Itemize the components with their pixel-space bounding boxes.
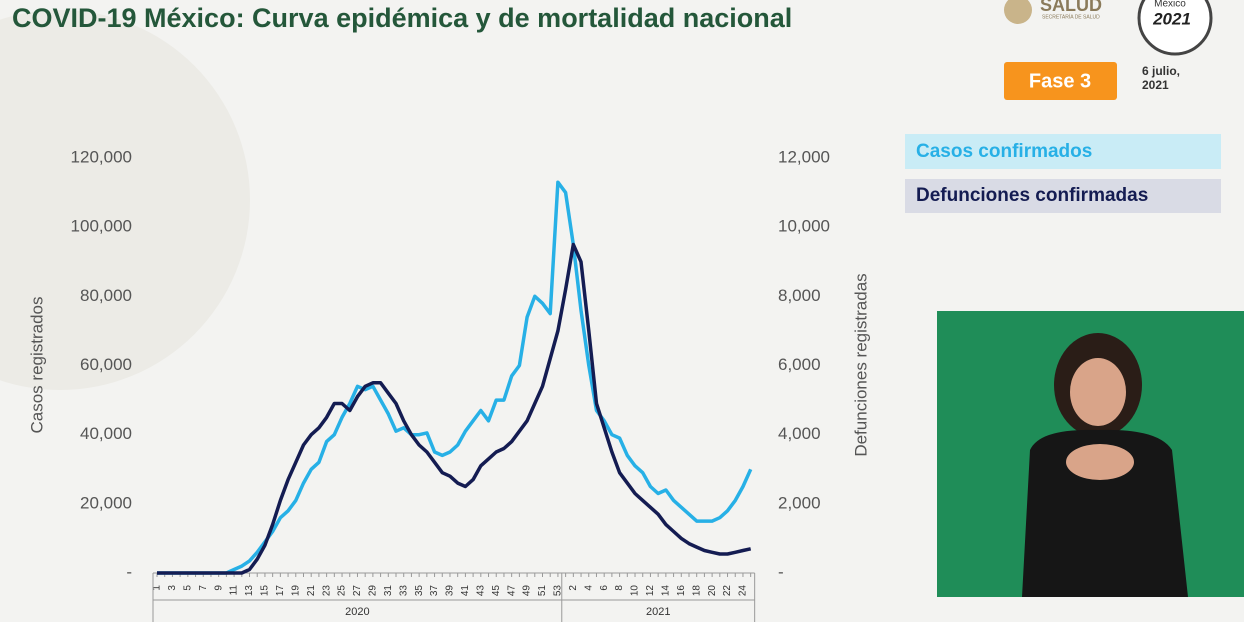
y2-tick-label: 4,000 <box>778 424 821 443</box>
interpreter-hands <box>1066 444 1134 480</box>
x-tick-label: 45 <box>491 585 502 597</box>
x-tick-label: 35 <box>414 585 425 597</box>
x-tick-label: 5 <box>182 585 193 591</box>
y-axis-label: Casos registrados <box>27 296 46 433</box>
x-tick-label: 37 <box>429 585 440 597</box>
x-tick-label: 25 <box>337 585 348 597</box>
x-tick-label: 4 <box>583 585 594 591</box>
y-tick-label: 60,000 <box>80 355 132 374</box>
logo: SALUD <box>1040 0 1102 15</box>
x-tick-label: 17 <box>275 585 286 597</box>
legend-label: Casos confirmados <box>916 141 1092 162</box>
legend-box <box>905 134 1221 169</box>
x-tick-label: 19 <box>290 585 301 597</box>
x-group-label: 2021 <box>646 606 670 618</box>
badge-year: 2021 <box>1152 9 1191 28</box>
x-tick-label: 14 <box>661 585 672 597</box>
y2-tick-label: 12,000 <box>778 147 830 166</box>
logo-subtitle: SECRETARÍA DE SALUD <box>1042 13 1100 20</box>
x-tick-label: 3 <box>167 585 178 591</box>
y-tick-label: 120,000 <box>71 147 132 166</box>
phase-box <box>1004 62 1117 100</box>
x-tick-label: 47 <box>506 585 517 597</box>
x-tick-label: 8 <box>614 585 625 591</box>
x-tick-label: 10 <box>630 585 641 597</box>
y2-tick-label: 8,000 <box>778 286 821 305</box>
series-line <box>157 242 752 575</box>
x-group-label: 2020 <box>345 606 369 618</box>
x-tick-label: 9 <box>213 585 224 591</box>
x-tick-label: 22 <box>722 585 733 597</box>
y2-axis-label: Defunciones registradas <box>851 273 870 456</box>
x-tick-label: 21 <box>306 585 317 597</box>
x-tick-label: 2 <box>568 585 579 591</box>
y-tick-label: 100,000 <box>71 217 132 236</box>
watermark <box>0 10 250 390</box>
x-tick-label: 16 <box>676 585 687 597</box>
title: COVID-19 México: Curva epidémica y de mo… <box>12 3 792 33</box>
x-tick-label: 15 <box>260 585 271 597</box>
badge <box>1137 0 1213 56</box>
x-tick-label: 11 <box>229 585 240 596</box>
chart: - 20,000 40,000 60,000 80,000 100,000 120,000 -… <box>27 147 870 622</box>
x-tick-label: 13 <box>244 585 255 597</box>
x-tick-label: 31 <box>383 585 394 597</box>
x-tick-label: 43 <box>475 585 486 597</box>
x-tick-label: 27 <box>352 585 363 597</box>
date: 6 julio, 2021 <box>1142 64 1181 92</box>
x-tick-label: 33 <box>398 585 409 597</box>
x-tick-label: 49 <box>522 585 533 597</box>
x-tick-label: 7 <box>198 585 209 591</box>
logo-icon <box>1004 0 1032 24</box>
x-tick-label: 1 <box>152 585 163 591</box>
x-tick-label: 18 <box>691 585 702 597</box>
x-tick-label: 6 <box>599 585 610 591</box>
interpreter-body <box>1022 429 1188 597</box>
y-tick-label: 80,000 <box>80 286 132 305</box>
y2-tick-label: 2,000 <box>778 493 821 512</box>
legend-label: Defunciones confirmadas <box>916 185 1148 206</box>
x-tick-label: 41 <box>460 585 471 597</box>
x-tick-label: 53 <box>553 585 564 597</box>
x-tick-label: 29 <box>368 585 379 597</box>
y2-tick-label: 10,000 <box>778 217 830 236</box>
interpreter-face <box>1070 358 1126 426</box>
x-tick-label: 12 <box>645 585 656 597</box>
y-tick-label: 20,000 <box>80 493 132 512</box>
badge-top: México <box>1154 0 1186 10</box>
x-tick-label: 24 <box>738 585 749 597</box>
date-box: 6 julio, 2021 <box>1142 64 1181 92</box>
y2-tick-label: - <box>778 562 784 581</box>
legend-box <box>905 179 1221 213</box>
x-tick-label: 39 <box>445 585 456 597</box>
phase: Fase 3 <box>1029 70 1091 92</box>
y2-tick-label: 6,000 <box>778 355 821 374</box>
y-tick-label: 40,000 <box>80 424 132 443</box>
x-tick-label: 23 <box>321 585 332 597</box>
x-tick-label: 20 <box>707 585 718 597</box>
series-line <box>157 180 753 575</box>
x-tick-label: 51 <box>537 585 548 597</box>
y-tick-label: - <box>126 562 132 581</box>
